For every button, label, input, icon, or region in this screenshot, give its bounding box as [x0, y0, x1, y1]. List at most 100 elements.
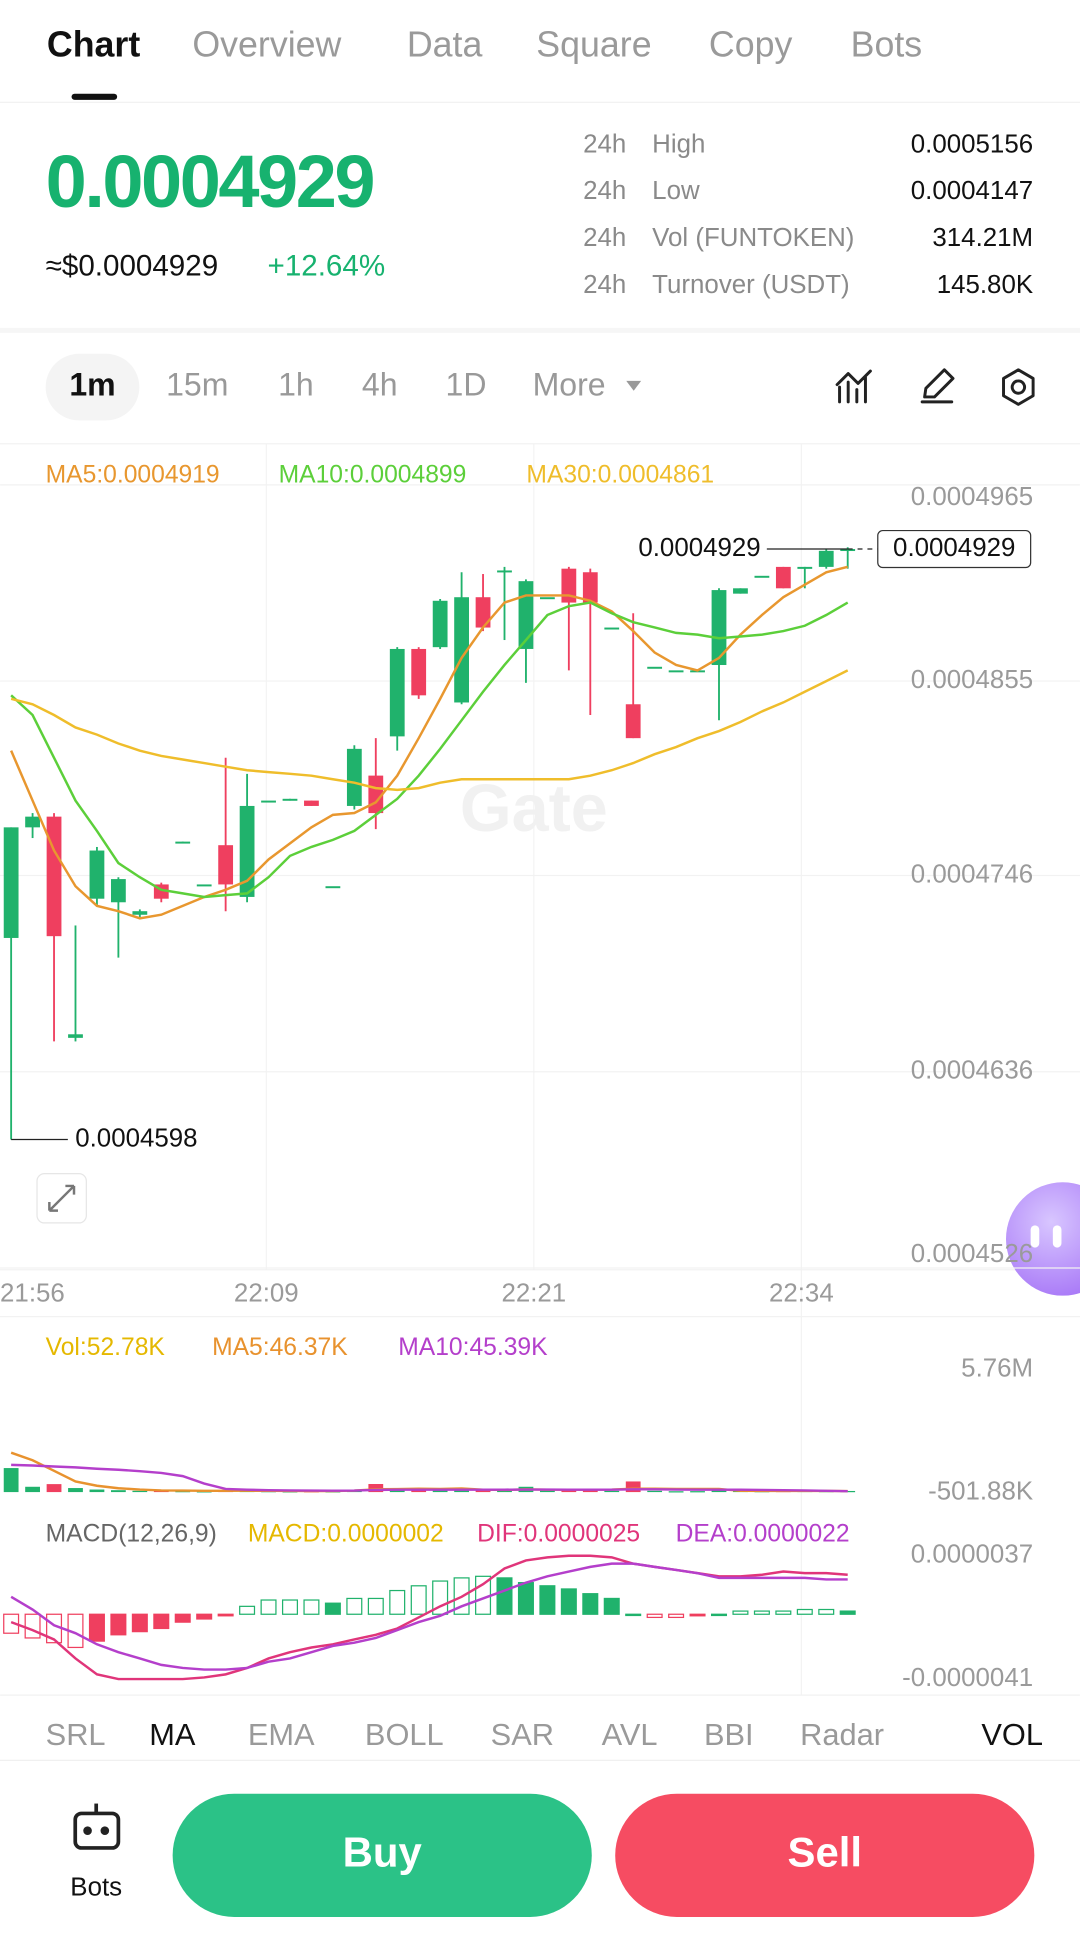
- macd-bar: [839, 1610, 856, 1615]
- stat-value: 0.0004147: [911, 177, 1033, 205]
- macd-bar: [217, 1613, 234, 1617]
- interval-option[interactable]: 1m: [69, 367, 115, 403]
- macd-bar: [710, 1613, 728, 1617]
- settings-icon[interactable]: [1002, 368, 1035, 406]
- indicator-icon[interactable]: [835, 369, 872, 404]
- candle-body: [518, 581, 534, 649]
- bots-label: Bots: [70, 1873, 122, 1901]
- indicator-tab[interactable]: MA: [149, 1717, 196, 1752]
- draw-icon[interactable]: [920, 368, 955, 404]
- volume-bar: [3, 1468, 19, 1493]
- nav-tab[interactable]: Copy: [709, 24, 793, 64]
- stat-value: 145.80K: [937, 271, 1033, 299]
- indicator-tab[interactable]: BBI: [704, 1717, 754, 1752]
- macd-bar: [88, 1613, 105, 1642]
- candle-body: [261, 800, 276, 803]
- legend-item: MA5:0.0004919: [46, 461, 220, 488]
- indicator-tab[interactable]: SAR: [491, 1717, 554, 1752]
- macd-bar: [818, 1608, 835, 1615]
- indicator-tab[interactable]: AVL: [602, 1717, 658, 1752]
- nav-tab[interactable]: Bots: [851, 24, 923, 64]
- candle-body: [561, 568, 577, 603]
- last-price-marker: 0.0004929: [638, 534, 760, 562]
- assistant-blob[interactable]: [1006, 1182, 1080, 1296]
- candle-body: [668, 670, 684, 673]
- interval-option[interactable]: More: [533, 367, 606, 403]
- legend-item: DIF:0.0000025: [477, 1520, 640, 1547]
- interval-option[interactable]: 1D: [446, 367, 487, 403]
- macd-bar: [796, 1608, 813, 1615]
- last-price-tag: 0.0004929: [893, 534, 1015, 562]
- stat-period: 24h: [583, 224, 626, 252]
- last-price: 0.0004929: [46, 140, 374, 223]
- nav-tab[interactable]: Chart: [47, 24, 140, 64]
- volume-bar: [389, 1490, 405, 1493]
- x-tick-label: 22:09: [234, 1279, 299, 1307]
- assistant-eye: [1030, 1225, 1040, 1248]
- y-tick-label: 0.0004526: [911, 1240, 1033, 1268]
- stat-period: 24h: [583, 177, 626, 205]
- bots-icon-eye: [100, 1826, 110, 1835]
- candle-body: [797, 566, 813, 569]
- candle-body: [346, 748, 362, 806]
- candle-body: [411, 648, 427, 696]
- indicator-tab[interactable]: BOLL: [365, 1717, 444, 1752]
- stat-period: 24h: [583, 130, 626, 158]
- macd-bar: [560, 1588, 577, 1615]
- buy-label[interactable]: Buy: [343, 1828, 423, 1875]
- macd-bar: [582, 1593, 599, 1615]
- volume-bar: [561, 1490, 577, 1493]
- ma-line: [10, 601, 849, 899]
- legend-item: MA30:0.0004861: [526, 461, 714, 488]
- indicator-tab[interactable]: SRL: [46, 1717, 106, 1752]
- indicator-title: MACD(12,26,9): [46, 1520, 217, 1547]
- macd-bar: [539, 1585, 556, 1615]
- nav-tab[interactable]: Data: [407, 24, 483, 64]
- indicator-tab[interactable]: Radar: [800, 1717, 884, 1752]
- interval-option[interactable]: 15m: [166, 367, 228, 403]
- active-tab-indicator: [71, 93, 118, 100]
- interval-option[interactable]: 1h: [278, 367, 314, 403]
- sell-button[interactable]: [615, 1793, 1035, 1917]
- nav-tab[interactable]: Square: [536, 24, 651, 64]
- macd-bar: [517, 1582, 534, 1615]
- indicator-tab[interactable]: EMA: [248, 1717, 315, 1752]
- volume-bar: [432, 1489, 448, 1493]
- interval-pill: [45, 353, 140, 421]
- macd-bar: [775, 1610, 792, 1615]
- macd-bar: [324, 1602, 341, 1615]
- candle-body: [239, 805, 255, 897]
- legend-item: MA5:46.37K: [212, 1334, 348, 1361]
- x-tick-label: 22:21: [501, 1279, 566, 1307]
- nav-tab[interactable]: Overview: [192, 24, 341, 64]
- stat-period: 24h: [583, 271, 626, 299]
- toolbar-icons: [835, 368, 1035, 406]
- indicator-tab[interactable]: VOL: [981, 1717, 1043, 1752]
- volume-bar: [540, 1490, 555, 1493]
- interval-option[interactable]: 4h: [362, 367, 398, 403]
- macd-bar: [153, 1613, 170, 1630]
- sell-label[interactable]: Sell: [787, 1828, 862, 1875]
- volume-bar: [625, 1481, 641, 1493]
- candle-body: [389, 648, 405, 737]
- bots-icon[interactable]: [73, 1803, 121, 1850]
- candle-body: [46, 816, 62, 937]
- macd-bar: [496, 1577, 513, 1615]
- legend-item: DEA:0.0000022: [676, 1520, 850, 1547]
- buy-button[interactable]: [172, 1793, 592, 1917]
- y-tick-label: 0.0004746: [911, 860, 1033, 888]
- candle-body: [132, 911, 148, 915]
- ma-line: [10, 565, 849, 920]
- y-tick-label: 0.0004636: [911, 1057, 1033, 1085]
- stat-value: 0.0005156: [911, 130, 1033, 158]
- candle-body: [840, 549, 856, 552]
- divider: [0, 327, 1080, 333]
- macd-bar: [24, 1613, 41, 1639]
- candle-body: [304, 800, 319, 806]
- candle-body: [454, 597, 469, 703]
- candle-body: [775, 566, 791, 589]
- assistant-bubble[interactable]: [1006, 1182, 1080, 1296]
- stat-label: Turnover (USDT): [652, 271, 849, 299]
- candle-body: [647, 666, 663, 669]
